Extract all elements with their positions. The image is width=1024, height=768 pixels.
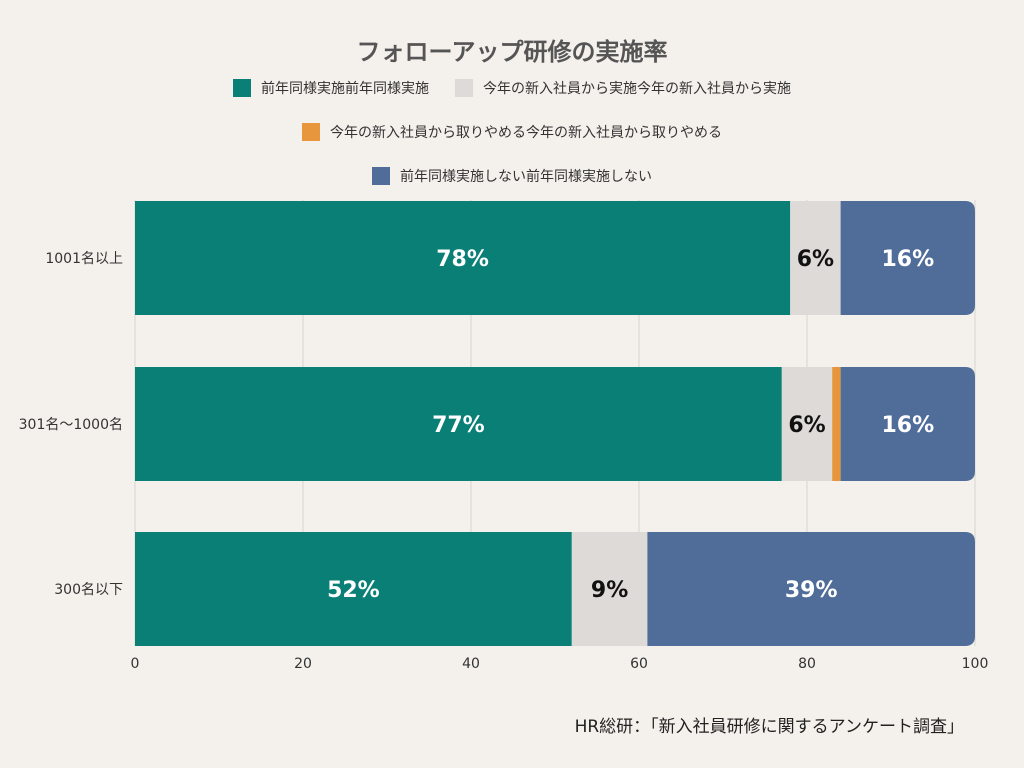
- legend-label-2: 今年の新入社員から取りやめる今年の新入社員から取りやめる: [330, 125, 722, 141]
- bar-segment-0-1: [790, 201, 841, 315]
- category-label-0: 1001名以上: [45, 251, 123, 267]
- legend-label-0: 前年同様実施前年同様実施: [261, 81, 429, 97]
- legend-swatch-2: [302, 123, 320, 141]
- x-tick-label-20: 20: [294, 656, 312, 672]
- legend-swatch-0: [233, 79, 251, 97]
- chart-title: フォローアップ研修の実施率: [356, 38, 668, 66]
- bar-segment-0-0: [135, 201, 791, 315]
- data-label-2-0: 52%: [327, 578, 380, 603]
- legend-item-2: 今年の新入社員から取りやめる今年の新入社員から取りやめる: [302, 122, 722, 142]
- x-tick-label-40: 40: [462, 656, 480, 672]
- x-tick-label-80: 80: [798, 656, 816, 672]
- bar-segment-1-0: [135, 367, 782, 481]
- legend-swatch-1: [455, 79, 473, 97]
- legend-swatch-3: [372, 167, 390, 185]
- data-label-1-0: 77%: [432, 413, 485, 438]
- legend-row-2: 今年の新入社員から取りやめる今年の新入社員から取りやめる: [0, 122, 1024, 142]
- x-tick-label-60: 60: [630, 656, 648, 672]
- legend-row-1: 前年同様実施前年同様実施 今年の新入社員から実施今年の新入社員から実施: [0, 78, 1024, 98]
- x-tick-label-0: 0: [131, 656, 140, 672]
- legend-item-1: 今年の新入社員から実施今年の新入社員から実施: [455, 78, 791, 98]
- legend-item-0: 前年同様実施前年同様実施: [233, 78, 429, 98]
- bar-segment-2-3: [647, 532, 975, 646]
- category-label-1: 301名〜1000名: [19, 417, 123, 433]
- bar-segment-2-1: [571, 532, 648, 646]
- bar-segment-2-0: [135, 532, 572, 646]
- bar-segment-1-2: [832, 367, 841, 481]
- source-note: HR総研：「新入社員研修に関するアンケート調査」: [574, 717, 964, 737]
- data-label-1-1: 6%: [788, 413, 825, 438]
- legend-item-3: 前年同様実施しない前年同様実施しない: [372, 166, 652, 186]
- data-label-0-1: 6%: [797, 247, 834, 272]
- legend-row-3: 前年同様実施しない前年同様実施しない: [0, 166, 1024, 186]
- legend-label-1: 今年の新入社員から実施今年の新入社員から実施: [483, 81, 791, 97]
- category-label-2: 300名以下: [54, 582, 123, 598]
- legend-label-3: 前年同様実施しない前年同様実施しない: [400, 169, 652, 185]
- bar-segment-1-3: [840, 367, 975, 481]
- bar-segment-0-3: [840, 201, 975, 315]
- x-tick-label-100: 100: [962, 656, 989, 672]
- data-label-0-3: 16%: [881, 247, 934, 272]
- stacked-bar-chart: 0 20 40 60 80 100 1001名以上 78% 6% 16% 301名〜1000名 77%…: [19, 200, 989, 672]
- data-label-2-1: 9%: [591, 578, 628, 603]
- bar-segment-1-1: [781, 367, 833, 481]
- data-label-0-0: 78%: [436, 247, 489, 272]
- data-label-1-3: 16%: [881, 413, 934, 438]
- data-label-2-3: 39%: [785, 578, 838, 603]
